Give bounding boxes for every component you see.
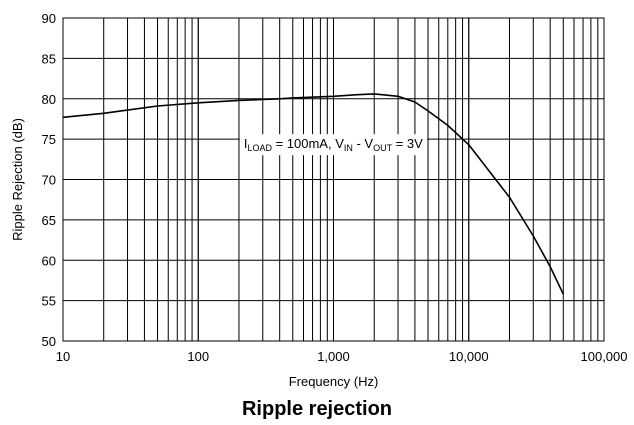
annotation-subscript: OUT xyxy=(373,143,393,153)
ripple-rejection-chart: ILOAD = 100mA, VIN - VOUT = 3V 10 100 1,00… xyxy=(10,11,628,389)
series-layer xyxy=(62,93,565,295)
y-tick-label: 90 xyxy=(42,11,56,26)
x-tick-labels: 10 100 1,000 10,000 100,000 xyxy=(56,349,628,364)
annotation: ILOAD = 100mA, VIN - VOUT = 3V xyxy=(239,134,428,156)
y-axis-title: Ripple Rejection (dB) xyxy=(10,118,25,241)
y-tick-label: 80 xyxy=(42,92,56,107)
y-tick-label: 70 xyxy=(42,173,56,188)
annotation-part: - V xyxy=(353,136,374,151)
annotation-subscript: IN xyxy=(344,143,353,153)
annotation-text: ILOAD = 100mA, VIN - VOUT = 3V xyxy=(244,136,423,153)
y-tick-label: 65 xyxy=(42,213,56,228)
annotation-subscript: LOAD xyxy=(247,143,272,153)
x-tick-label: 10 xyxy=(56,349,70,364)
x-tick-label: 100,000 xyxy=(581,349,628,364)
y-tick-label: 50 xyxy=(42,334,56,349)
y-tick-label: 85 xyxy=(42,51,56,66)
y-tick-label: 60 xyxy=(42,253,56,268)
annotation-part: I xyxy=(244,136,248,151)
y-tick-label: 75 xyxy=(42,132,56,147)
grid xyxy=(62,17,605,342)
x-axis-title: Frequency (Hz) xyxy=(289,374,379,389)
annotation-part: = 100mA, V xyxy=(272,136,344,151)
chart-caption: Ripple rejection xyxy=(241,398,393,420)
x-tick-label: 1,000 xyxy=(317,349,350,364)
annotation-part: = 3V xyxy=(392,136,423,151)
y-tick-label: 55 xyxy=(42,294,56,309)
y-tick-labels: 50 55 60 65 70 75 80 85 90 xyxy=(42,11,56,349)
x-tick-label: 100 xyxy=(187,349,209,364)
series-line xyxy=(62,93,565,295)
annotation-background xyxy=(239,134,428,156)
plot-area-frame xyxy=(62,17,605,342)
x-tick-label: 10,000 xyxy=(449,349,489,364)
